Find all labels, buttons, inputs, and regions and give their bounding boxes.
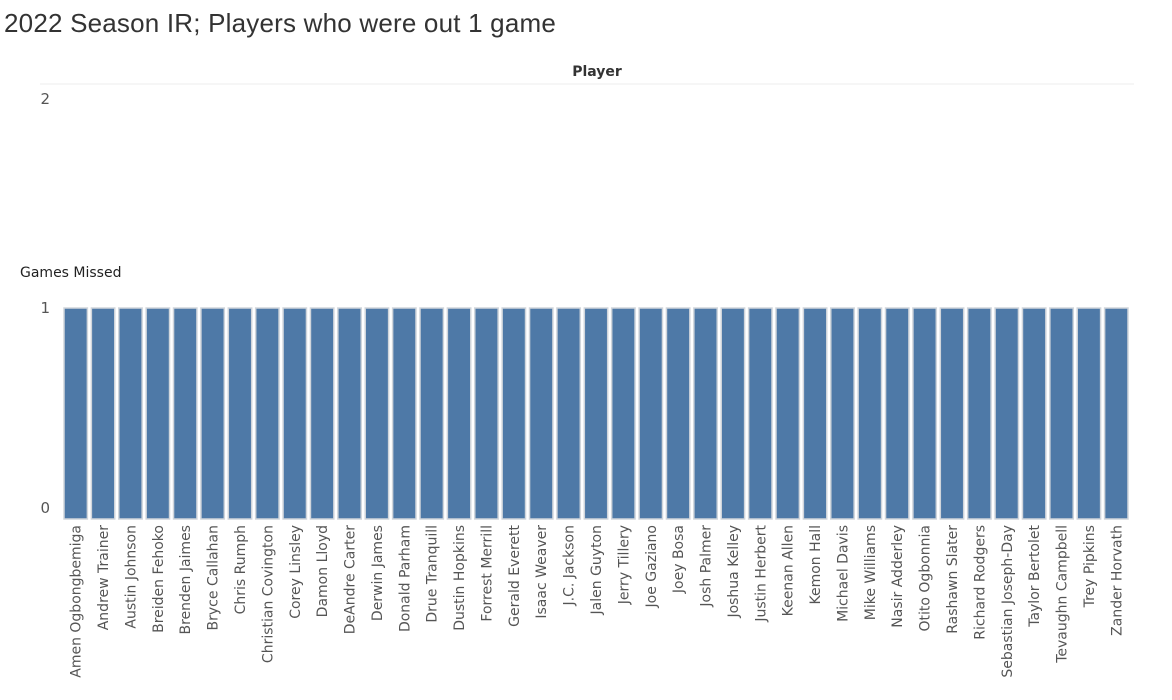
x-tick-label: Breiden Fehoko bbox=[151, 525, 167, 633]
x-tick-label: Justin Herbert bbox=[753, 524, 769, 622]
bar bbox=[528, 307, 554, 520]
bar bbox=[90, 307, 116, 520]
x-tick-label: Jerry Tillery bbox=[616, 525, 632, 605]
bar bbox=[1021, 307, 1047, 520]
bar bbox=[474, 307, 499, 520]
x-tick-label: Bryce Callahan bbox=[206, 525, 222, 630]
bar bbox=[282, 307, 308, 520]
x-tick-label: Derwin James bbox=[370, 525, 386, 621]
x-tick-label: Chris Rumph bbox=[233, 525, 249, 614]
y-tick-label: 2 bbox=[40, 90, 50, 108]
x-tick-label: Mike Williams bbox=[863, 525, 879, 620]
x-tick-label: Amen Ogbongbemiga bbox=[69, 525, 85, 678]
x-tick-label: Michael Davis bbox=[835, 525, 851, 622]
x-tick-label: Jalen Guyton bbox=[589, 525, 605, 615]
bar bbox=[638, 307, 664, 520]
bar bbox=[556, 307, 582, 520]
page-title: 2022 Season IR; Players who were out 1 g… bbox=[4, 8, 557, 38]
y-axis: 0 1 2 bbox=[40, 90, 50, 517]
x-tick-label: Christian Covington bbox=[260, 525, 276, 663]
x-tick-label: Damon Lloyd bbox=[315, 525, 331, 617]
y-tick-label: 0 bbox=[40, 499, 50, 517]
x-tick-label: Joshua Kelley bbox=[726, 525, 742, 619]
x-tick-label: Austin Johnson bbox=[123, 525, 139, 629]
bar bbox=[747, 307, 773, 520]
bar bbox=[63, 307, 89, 520]
bar bbox=[994, 307, 1020, 520]
bar bbox=[254, 307, 280, 520]
x-tick-label: Trey Pipkins bbox=[1082, 525, 1098, 608]
bar bbox=[364, 307, 390, 520]
x-tick-label: Donald Parham bbox=[397, 525, 413, 632]
x-tick-label: Andrew Trainer bbox=[96, 525, 112, 631]
bar bbox=[172, 307, 198, 520]
x-tick-label: Nasir Adderley bbox=[890, 525, 906, 628]
bar bbox=[610, 307, 636, 520]
x-tick-label: Gerald Everett bbox=[507, 524, 523, 626]
bar bbox=[391, 307, 417, 520]
x-tick-label: Sebastian Joseph-Day bbox=[1000, 525, 1016, 678]
bar bbox=[912, 307, 938, 520]
bar bbox=[419, 307, 445, 520]
x-tick-label: Dustin Hopkins bbox=[452, 525, 468, 631]
x-tick-label: Joe Gaziano bbox=[644, 525, 660, 608]
x-tick-label: Richard Rodgers bbox=[972, 525, 988, 640]
x-tick-label: Corey Linsley bbox=[288, 525, 304, 619]
x-tick-label: Isaac Weaver bbox=[534, 525, 550, 619]
bar bbox=[966, 307, 992, 520]
y-axis-title: Games Missed bbox=[20, 265, 121, 281]
bar bbox=[830, 307, 855, 520]
x-tick-label: Drue Tranquill bbox=[425, 525, 441, 623]
x-tick-label: Tevaughn Campbell bbox=[1055, 525, 1071, 664]
bar bbox=[145, 307, 171, 520]
x-tick-label: Joey Bosa bbox=[671, 525, 687, 594]
x-tick-label: Zander Horvath bbox=[1109, 525, 1125, 636]
bar bbox=[200, 307, 226, 520]
x-tick-label: DeAndre Carter bbox=[343, 525, 359, 634]
bar bbox=[802, 307, 828, 520]
x-axis: Amen Ogbongbemiga Andrew Trainer Austin Jo… bbox=[69, 524, 1126, 677]
bar bbox=[1049, 307, 1074, 520]
bar bbox=[501, 307, 527, 520]
x-tick-label: J.C. Jackson bbox=[562, 525, 578, 607]
bar bbox=[118, 307, 143, 520]
x-tick-label: Forrest Merrill bbox=[479, 525, 495, 622]
bar bbox=[857, 307, 883, 520]
bars-group bbox=[63, 307, 1129, 520]
x-axis-title: Player bbox=[572, 64, 622, 80]
bar bbox=[337, 307, 362, 520]
bar bbox=[446, 307, 472, 520]
x-tick-label: Otito Ogbonnia bbox=[918, 525, 934, 631]
bar bbox=[583, 307, 609, 520]
x-tick-label: Keenan Allen bbox=[781, 525, 797, 616]
bar bbox=[775, 307, 801, 520]
bar bbox=[309, 307, 335, 520]
bar bbox=[884, 307, 910, 520]
bar bbox=[665, 307, 691, 520]
y-tick-label: 1 bbox=[40, 299, 50, 317]
x-tick-label: Taylor Bertolet bbox=[1027, 524, 1043, 627]
bar bbox=[1103, 307, 1129, 520]
x-tick-label: Brenden Jaimes bbox=[178, 525, 194, 635]
x-tick-label: Kemon Hall bbox=[808, 525, 824, 605]
bar bbox=[1076, 307, 1102, 520]
x-tick-label: Josh Palmer bbox=[699, 525, 715, 608]
bar bbox=[227, 307, 253, 520]
bar bbox=[939, 307, 965, 520]
bar bbox=[720, 307, 746, 520]
x-tick-label: Rashawn Slater bbox=[945, 525, 961, 634]
bar bbox=[693, 307, 718, 520]
